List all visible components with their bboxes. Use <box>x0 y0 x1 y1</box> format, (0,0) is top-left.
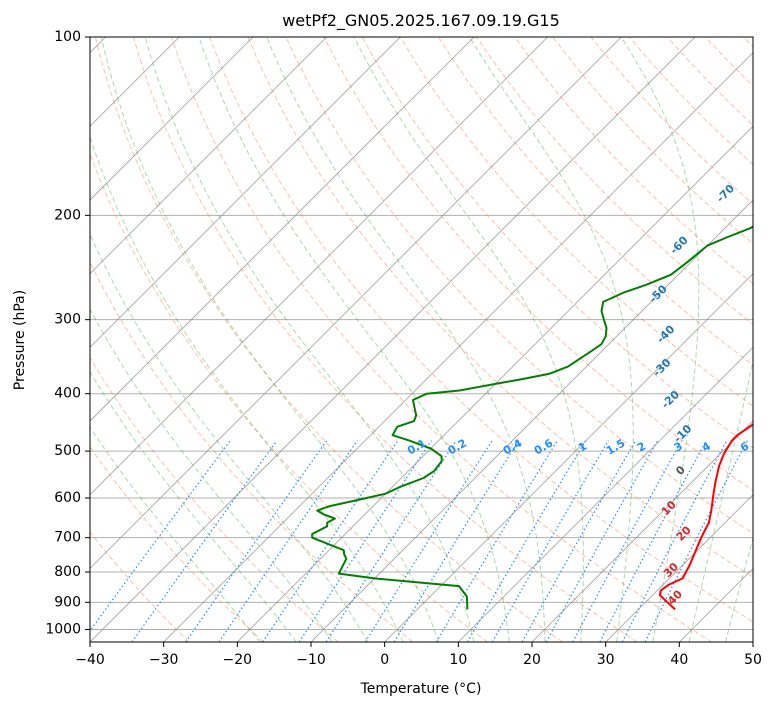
moist-adiabat-line <box>100 37 439 642</box>
dewpoint-trace <box>311 225 753 610</box>
mixing-ratio-label: 8 <box>764 439 775 454</box>
mixing-ratio-line <box>90 440 231 632</box>
moist-adiabat-line <box>353 37 584 642</box>
isotherm-line <box>384 273 753 642</box>
moist-adiabat-line <box>762 37 775 642</box>
x-tick-label: 30 <box>597 652 615 668</box>
isotherm-line <box>752 641 753 642</box>
isotherm-line <box>605 494 753 642</box>
dry-adiabat-line <box>399 37 753 407</box>
x-tick-label: −40 <box>75 652 105 668</box>
y-tick-label: 300 <box>54 312 81 328</box>
isotherms <box>90 37 753 642</box>
y-tick-label: 800 <box>54 564 81 580</box>
x-tick-label: 20 <box>523 652 541 668</box>
isotherm-line <box>90 37 696 642</box>
plot-background <box>90 37 753 642</box>
pressure-gridlines <box>90 37 753 630</box>
y-tick-label: 100 <box>54 29 81 45</box>
mixing-ratio-line <box>545 440 659 642</box>
y-tick-label: 200 <box>54 207 81 223</box>
dry-adiabat-line <box>171 37 712 642</box>
moist-adiabat-line <box>90 426 261 642</box>
isotherm-line <box>237 125 753 642</box>
moist-adiabat-line <box>266 37 546 642</box>
sounding-traces <box>311 225 753 611</box>
mixing-ratio-line <box>521 440 637 642</box>
isotherm-line <box>458 346 753 642</box>
moist-adiabat-line <box>90 232 369 642</box>
mixing-ratio-line <box>644 440 748 642</box>
dry-adiabat-line <box>209 37 753 623</box>
isotherm-line <box>90 37 254 201</box>
plot-frame <box>89 36 754 643</box>
mixing-ratio-line <box>262 440 399 642</box>
dry-adiabat-line <box>132 37 638 642</box>
dry-adiabat-line <box>514 37 753 285</box>
isotherm-label: -80 <box>767 134 775 157</box>
x-axis-label: Temperature (°C) <box>360 681 482 697</box>
y-tick-label: 500 <box>54 443 81 459</box>
dry-adiabat-line <box>90 356 339 642</box>
x-tick-label: 0 <box>380 652 389 668</box>
moist-adiabat-line <box>144 37 475 642</box>
moist-adiabat-line <box>90 308 333 642</box>
moist-adiabat-line <box>90 135 404 642</box>
y-tick-label: 900 <box>54 594 81 610</box>
moist-adiabat-line <box>198 37 510 642</box>
dry-adiabat-line <box>90 446 264 642</box>
dry-adiabat-line <box>437 37 753 366</box>
isotherm-line <box>90 37 548 496</box>
dry-adiabat-line <box>94 37 563 642</box>
isotherm-line <box>90 37 401 348</box>
x-tick-label: −10 <box>296 652 326 668</box>
plot-area <box>90 37 753 642</box>
dry-adiabat-line <box>285 37 753 535</box>
mixing-ratio-line <box>572 440 683 642</box>
isotherm-line <box>90 37 475 422</box>
mixing-ratio-line <box>131 440 278 642</box>
dry-adiabat-line <box>323 37 753 491</box>
dry-adiabat-line <box>361 37 753 449</box>
isotherm-line <box>163 52 753 642</box>
moist-adiabat-line <box>725 536 753 642</box>
isotherm-line <box>90 37 327 275</box>
y-tick-label: 1000 <box>45 621 81 637</box>
y-axis-label: Pressure (hPa) <box>12 290 28 390</box>
mixing-ratio-line <box>325 440 457 642</box>
x-tick-label: 40 <box>670 652 688 668</box>
x-tick-label: 50 <box>744 652 762 668</box>
x-axis: −40 −30 −20 −10 0 10 20 30 40 50 <box>75 642 762 668</box>
x-tick-label: 10 <box>449 652 467 668</box>
mixing-ratio-line <box>435 440 558 642</box>
dry-adiabat-line <box>90 531 190 642</box>
mixing-ratio-line <box>491 440 609 642</box>
isotherm-line <box>310 199 753 642</box>
mixing-ratio-line <box>364 440 493 642</box>
y-axis: 1000 900 800 700 600 500 400 300 200 100 <box>45 29 90 637</box>
mixing-ratio-line <box>466 440 587 642</box>
chart-title: wetPf2_GN05.2025.167.09.19.G15 <box>282 11 560 31</box>
y-tick-label: 400 <box>54 386 81 402</box>
dry-adiabat-line <box>90 152 488 642</box>
x-tick-label: −20 <box>223 652 253 668</box>
mixing-ratio-line <box>185 440 328 642</box>
temperature-trace <box>658 423 753 611</box>
y-tick-label: 600 <box>54 490 81 506</box>
isotherm-line <box>531 420 753 642</box>
isotherm-line <box>90 37 622 569</box>
dry-adiabat-line <box>247 37 753 578</box>
x-tick-label: −30 <box>149 652 179 668</box>
y-tick-label: 700 <box>54 530 81 546</box>
moist-adiabat-line <box>620 37 700 642</box>
moist-adiabat-line <box>688 358 753 642</box>
